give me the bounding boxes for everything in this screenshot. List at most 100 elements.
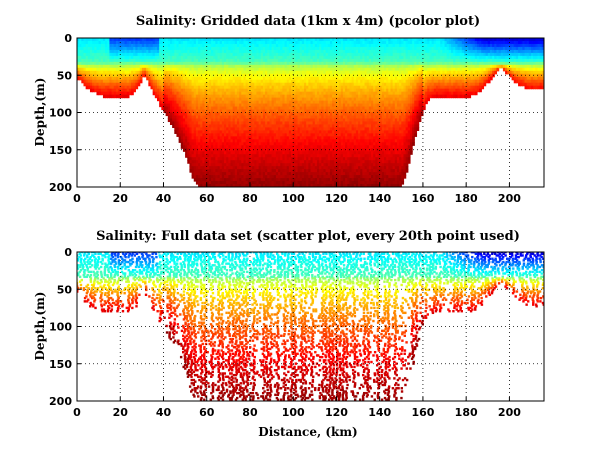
- pcolor-cell: [256, 112, 260, 117]
- pcolor-cell: [258, 61, 262, 66]
- pcolor-cell: [81, 79, 85, 84]
- pcolor-cell: [254, 157, 258, 161]
- pcolor-cell: [148, 79, 152, 84]
- pcolor-cell: [256, 52, 260, 57]
- pcolor-cell: [310, 70, 314, 75]
- pcolor-cell: [254, 79, 258, 84]
- pcolor-cell: [254, 130, 258, 134]
- pcolor-cell: [306, 109, 309, 114]
- pcolor-cell: [198, 169, 201, 173]
- pcolor-cell: [148, 43, 152, 48]
- pcolor-cell: [193, 127, 197, 131]
- pcolor-cell: [278, 181, 281, 185]
- pcolor-cell: [124, 46, 128, 51]
- pcolor-cell: [262, 73, 266, 78]
- pcolor-cell: [195, 97, 199, 102]
- pcolor-cell: [206, 106, 210, 111]
- pcolor-cell: [180, 127, 184, 131]
- pcolor-cell: [291, 46, 294, 51]
- pcolor-cell: [100, 79, 104, 84]
- pcolor-cell: [100, 76, 104, 81]
- pcolor-cell: [316, 100, 320, 105]
- pcolor-cell: [342, 157, 346, 161]
- pcolor-cell: [325, 151, 329, 155]
- pcolor-cell: [247, 52, 251, 57]
- pcolor-cell: [219, 112, 223, 117]
- pcolor-cell: [241, 157, 245, 161]
- pcolor-cell: [355, 127, 359, 131]
- pcolor-cell: [345, 166, 348, 170]
- pcolor-cell: [232, 133, 236, 137]
- pcolor-cell: [137, 40, 141, 45]
- pcolor-cell: [308, 184, 312, 187]
- pcolor-cell: [111, 64, 115, 69]
- pcolor-cell: [312, 88, 316, 93]
- pcolor-cell: [340, 163, 344, 167]
- pcolor-cell: [349, 124, 353, 128]
- pcolor-cell: [193, 109, 197, 114]
- pcolor-cell: [217, 160, 221, 164]
- pcolor-cell: [262, 136, 266, 140]
- pcolor-cell: [198, 130, 201, 134]
- pcolor-cell: [195, 169, 199, 173]
- pcolor-cell: [137, 76, 141, 81]
- pcolor-cell: [314, 55, 318, 60]
- pcolor-cell: [232, 79, 236, 84]
- pcolor-cell: [96, 38, 100, 42]
- pcolor-cell: [323, 172, 327, 176]
- pcolor-cell: [334, 100, 338, 105]
- pcolor-cell: [195, 121, 199, 126]
- pcolor-cell: [174, 55, 178, 60]
- pcolor-cell: [301, 154, 305, 158]
- pcolor-cell: [206, 58, 210, 63]
- pcolor-cell: [193, 46, 197, 51]
- pcolor-cell: [269, 97, 273, 102]
- pcolor-cell: [288, 178, 292, 182]
- pcolor-cell: [167, 91, 171, 96]
- pcolor-cell: [221, 76, 225, 81]
- pcolor-cell: [327, 103, 331, 108]
- pcolor-cell: [353, 38, 357, 42]
- pcolor-cell: [308, 43, 312, 48]
- pcolor-cell: [323, 88, 327, 93]
- pcolor-cell: [254, 40, 258, 45]
- pcolor-cell: [193, 82, 197, 87]
- pcolor-cell: [297, 136, 301, 140]
- pcolor-cell: [161, 85, 165, 90]
- pcolor-cell: [247, 166, 251, 170]
- pcolor-cell: [336, 70, 340, 75]
- pcolor-cell: [306, 172, 309, 176]
- pcolor-cell: [189, 151, 193, 155]
- pcolor-cell: [243, 148, 247, 152]
- pcolor-cell: [273, 55, 277, 60]
- pcolor-cell: [351, 91, 355, 96]
- pcolor-cell: [338, 88, 342, 93]
- pcolor-cell: [262, 64, 266, 69]
- pcolor-cell: [180, 118, 184, 123]
- pcolor-cell: [100, 64, 104, 69]
- pcolor-cell: [124, 61, 128, 66]
- pcolor-cell: [208, 136, 212, 140]
- pcolor-cell: [202, 112, 206, 117]
- pcolor-cell: [105, 67, 108, 72]
- pcolor-cell: [282, 175, 286, 179]
- pcolor-cell: [189, 148, 193, 152]
- pcolor-cell: [329, 139, 333, 143]
- pcolor-cell: [211, 175, 214, 179]
- pcolor-cell: [215, 88, 219, 93]
- pcolor-cell: [157, 43, 160, 48]
- pcolor-cell: [249, 67, 253, 72]
- pcolor-cell: [182, 106, 186, 111]
- pcolor-cell: [189, 109, 193, 114]
- pcolor-cell: [340, 67, 344, 72]
- pcolor-cell: [191, 172, 195, 176]
- pcolor-cell: [304, 112, 307, 117]
- pcolor-cell: [187, 121, 191, 126]
- pcolor-cell: [215, 175, 219, 179]
- pcolor-cell: [109, 67, 113, 72]
- pcolor-cell: [193, 38, 197, 42]
- pcolor-cell: [83, 46, 87, 51]
- pcolor-cell: [310, 67, 314, 72]
- pcolor-cell: [293, 76, 296, 81]
- pcolor-cell: [154, 55, 158, 60]
